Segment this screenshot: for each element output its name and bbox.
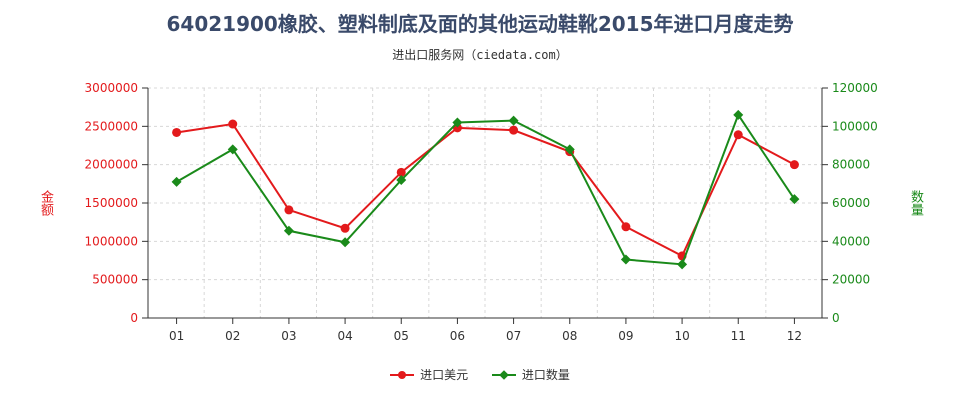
legend-item-usd[interactable]: 进口美元 [390,366,468,383]
data-point-usd[interactable] [284,205,294,215]
left-tick-label: 1500000 [85,196,138,210]
data-point-usd[interactable] [396,167,406,177]
x-tick-label: 07 [506,329,521,343]
data-point-usd[interactable] [228,119,238,129]
data-point-quantity[interactable] [789,194,800,205]
right-tick-label: 100000 [832,119,878,133]
x-tick-label: 09 [618,329,633,343]
right-tick-label: 0 [832,311,840,325]
left-tick-label: 2500000 [85,119,138,133]
left-tick-label: 500000 [92,273,138,287]
legend-item-quantity[interactable]: 进口数量 [491,366,570,383]
data-point-quantity[interactable] [227,144,238,155]
data-point-usd[interactable] [509,125,519,135]
data-point-usd[interactable] [172,127,182,137]
left-axis-title: 金额 [38,190,53,216]
x-tick-label: 03 [281,329,296,343]
right-tick-label: 20000 [832,273,870,287]
data-point-quantity[interactable] [733,109,744,120]
right-tick-label: 120000 [832,81,878,95]
data-point-quantity[interactable] [564,144,575,155]
left-tick-label: 3000000 [85,81,138,95]
right-tick-label: 60000 [832,196,870,210]
chart-subtitle: 进出口服务网（ciedata.com） [392,48,568,62]
legend-swatch-usd [390,370,415,380]
chart-title: 64021900橡胶、塑料制底及面的其他运动鞋靴2015年进口月度走势 [166,12,794,36]
legend-swatch-quantity [491,369,516,380]
data-point-usd[interactable] [733,130,743,140]
x-tick-label: 08 [562,329,577,343]
x-tick-label: 12 [787,329,802,343]
right-tick-label: 80000 [832,158,870,172]
data-point-quantity[interactable] [677,259,688,270]
data-point-quantity[interactable] [283,225,294,236]
right-axis-title: 数量 [908,190,923,216]
series [171,109,800,270]
series-line-0 [176,122,795,258]
legend: 进口美元 进口数量 [0,366,960,383]
left-tick-label: 2000000 [85,158,138,172]
series-line-1 [176,112,796,266]
x-tick-label: 02 [225,329,240,343]
left-tick-label: 1000000 [85,234,138,248]
data-point-quantity[interactable] [620,254,631,265]
data-point-usd[interactable] [789,160,799,170]
data-point-quantity[interactable] [171,176,182,187]
legend-label-quantity: 进口数量 [521,368,570,382]
data-point-quantity[interactable] [340,237,351,248]
grid [148,87,822,319]
data-point-quantity[interactable] [452,117,463,128]
data-point-quantity[interactable] [508,115,519,126]
data-point-usd[interactable] [621,222,631,232]
data-point-quantity[interactable] [396,175,407,185]
legend-label-usd: 进口美元 [420,368,469,382]
axes: 0500000100000015000002000000250000030000… [85,81,878,343]
left-tick-label: 0 [130,311,138,325]
x-tick-label: 06 [450,329,465,343]
x-tick-label: 05 [394,329,409,343]
x-tick-label: 11 [731,329,746,343]
x-tick-label: 04 [337,329,352,343]
x-tick-label: 10 [674,329,689,343]
data-point-usd[interactable] [340,223,350,233]
x-tick-label: 01 [169,329,184,343]
right-tick-label: 40000 [832,234,870,248]
